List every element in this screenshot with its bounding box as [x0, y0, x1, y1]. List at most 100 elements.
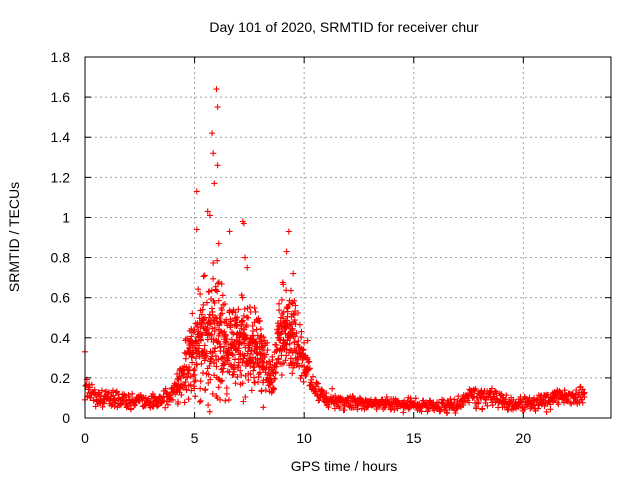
data-point: [535, 405, 542, 412]
x-tick-labels: 0 5 10 15 20: [81, 430, 531, 446]
data-point: [202, 386, 209, 393]
data-point: [167, 392, 174, 399]
data-point: [212, 345, 218, 352]
data-point: [262, 387, 269, 394]
data-point: [198, 360, 205, 367]
data-point: [329, 385, 336, 392]
data-point: [243, 322, 250, 329]
data-point: [181, 370, 188, 376]
data-point: [219, 292, 226, 299]
data-point: [189, 359, 196, 366]
data-point: [222, 397, 229, 404]
data-point: [207, 376, 214, 383]
data-point: [256, 363, 263, 370]
data-point: [223, 385, 230, 391]
data-point: [258, 338, 265, 345]
data-point: [543, 408, 550, 415]
data-point: [293, 330, 300, 337]
data-point: [210, 275, 217, 282]
data-point: [218, 319, 225, 326]
data-point: [248, 387, 255, 394]
data-point: [195, 286, 202, 293]
data-point: [218, 355, 225, 362]
data-point: [201, 342, 208, 349]
data-point: [315, 380, 321, 387]
y-tick-label: 1.8: [51, 49, 71, 65]
data-point: [237, 367, 244, 374]
data-point: [260, 404, 267, 411]
data-point: [498, 391, 505, 398]
data-point: [444, 410, 451, 417]
data-point: [206, 320, 213, 327]
data-point: [196, 398, 203, 405]
data-point: [129, 390, 136, 397]
y-tick-label: 0.8: [51, 250, 71, 266]
data-point: [188, 387, 195, 394]
data-point: [193, 188, 200, 195]
data-point: [240, 220, 247, 227]
data-point: [545, 391, 552, 398]
data-point: [211, 348, 217, 355]
data-point: [547, 406, 554, 413]
data-point: [197, 397, 204, 404]
data-point: [466, 399, 473, 406]
data-point: [215, 297, 222, 304]
data-point: [194, 361, 200, 368]
data-point: [521, 406, 528, 413]
data-point: [200, 273, 207, 280]
data-point: [213, 363, 220, 370]
data-point: [212, 314, 219, 321]
data-point: [221, 301, 228, 307]
data-point: [257, 369, 263, 376]
data-point: [289, 349, 296, 356]
data-point: [149, 390, 156, 397]
data-point: [312, 389, 319, 395]
data-point: [208, 331, 215, 338]
data-point: [241, 306, 248, 312]
data-point: [226, 350, 232, 357]
y-axis-label: SRMTID / TECUs: [6, 182, 22, 292]
data-point: [298, 334, 305, 341]
data-point: [169, 396, 176, 403]
data-point: [220, 365, 227, 372]
data-point: [223, 340, 230, 346]
data-point: [336, 405, 343, 412]
data-point: [295, 338, 302, 344]
data-point: [259, 366, 266, 373]
data-point: [223, 391, 230, 397]
data-point: [267, 361, 274, 368]
data-point: [400, 409, 407, 416]
data-point: [192, 355, 199, 362]
data-point: [246, 344, 253, 351]
data-point: [270, 385, 277, 392]
data-point: [278, 372, 285, 378]
data-point: [292, 321, 299, 327]
data-point: [154, 403, 161, 410]
data-point: [162, 385, 169, 392]
data-point: [308, 377, 315, 383]
data-point: [190, 367, 197, 374]
data-point: [176, 374, 183, 381]
data-point: [219, 377, 226, 384]
data-point: [418, 408, 425, 415]
data-point: [247, 363, 254, 369]
data-point: [239, 294, 246, 301]
data-point: [201, 272, 208, 279]
data-point: [455, 393, 462, 400]
data-point: [275, 356, 282, 363]
data-point: [255, 371, 262, 378]
data-point: [276, 300, 282, 307]
data-point: [209, 390, 216, 397]
x-tick-label: 10: [296, 430, 312, 446]
data-point: [111, 403, 118, 410]
data-point: [283, 346, 290, 353]
data-point: [211, 180, 218, 187]
data-point: [290, 359, 296, 366]
data-point: [193, 226, 200, 233]
data-point: [290, 270, 297, 277]
data-point: [264, 339, 271, 346]
data-point: [242, 254, 248, 261]
data-point: [225, 355, 232, 362]
data-point: [211, 328, 218, 335]
data-point: [214, 162, 221, 169]
